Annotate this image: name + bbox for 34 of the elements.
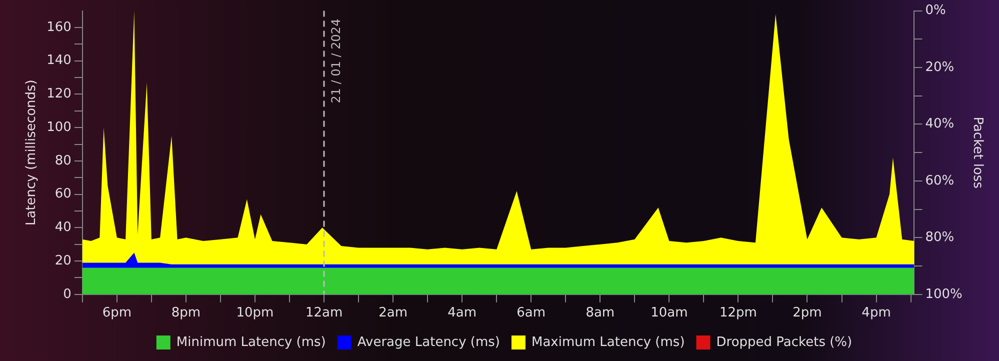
x-tick-label: 2am bbox=[378, 306, 408, 321]
y2-axis-title: Packet loss bbox=[970, 116, 985, 189]
x-tick-label: 6am bbox=[516, 306, 546, 321]
legend-label: Average Latency (ms) bbox=[357, 334, 500, 350]
y2-tick-label: 100% bbox=[925, 286, 962, 302]
x-tick-label: 4am bbox=[448, 306, 477, 321]
x-tick-label: 2pm bbox=[792, 306, 822, 321]
y-tick-label: 80 bbox=[54, 153, 72, 168]
x-tick-label: 8pm bbox=[171, 306, 201, 321]
y2-tick-label: 20% bbox=[925, 60, 954, 75]
y-tick-label: 0 bbox=[63, 286, 72, 302]
x-tick-label: 10am bbox=[650, 306, 688, 321]
y-tick-label: 140 bbox=[46, 53, 72, 68]
y-tick-label: 120 bbox=[46, 86, 72, 102]
y-tick-label: 20 bbox=[54, 253, 72, 268]
legend-label: Dropped Packets (%) bbox=[716, 334, 852, 350]
x-tick-label: 6pm bbox=[102, 306, 132, 321]
y-axis-title: Latency (milliseconds) bbox=[24, 80, 40, 226]
x-tick-label: 4pm bbox=[862, 306, 891, 321]
x-tick-label: 8am bbox=[586, 306, 615, 321]
y2-tick-label: 60% bbox=[925, 173, 954, 188]
y2-tick-label: 80% bbox=[925, 230, 954, 246]
y-tick-label: 60 bbox=[54, 186, 72, 202]
y2-tick-label: 0% bbox=[925, 3, 946, 18]
y-tick-label: 100 bbox=[46, 120, 72, 135]
x-tick-label: 12am bbox=[305, 306, 343, 321]
x-tick-label: 12pm bbox=[719, 306, 757, 321]
ref-line-label: 21 / 01 / 2024 bbox=[329, 18, 344, 104]
y-tick-label: 160 bbox=[46, 20, 72, 35]
legend-label: Maximum Latency (ms) bbox=[531, 334, 685, 350]
legend-label: Minimum Latency (ms) bbox=[176, 334, 326, 350]
x-tick-label: 10pm bbox=[236, 306, 274, 321]
y-tick-label: 40 bbox=[54, 220, 72, 236]
y2-tick-label: 40% bbox=[925, 116, 954, 132]
